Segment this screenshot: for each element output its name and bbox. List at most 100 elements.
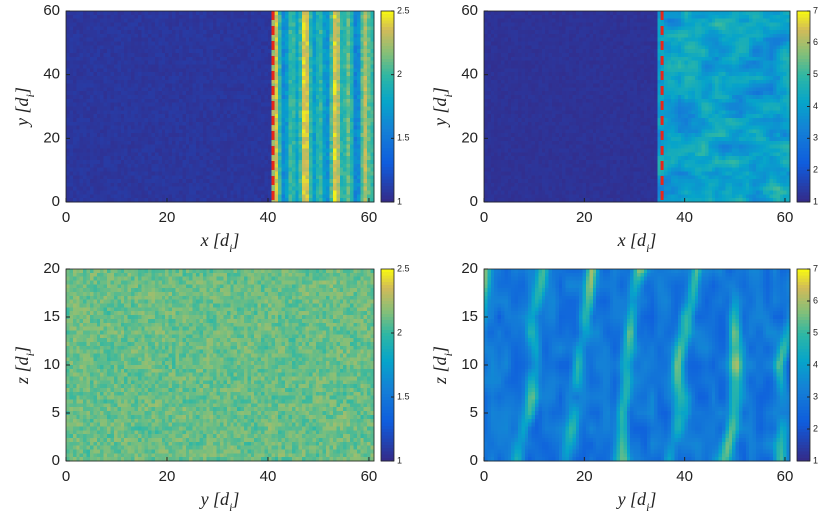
field-cell xyxy=(504,49,509,54)
field-cell xyxy=(117,68,122,73)
field-cell xyxy=(66,182,71,188)
field-cell xyxy=(165,75,170,81)
field-cell xyxy=(360,182,365,188)
field-cell xyxy=(154,175,159,180)
field-cell xyxy=(206,156,211,161)
field-cell xyxy=(120,190,125,195)
field-cell xyxy=(113,133,118,138)
field-cell xyxy=(291,182,296,188)
field-cell xyxy=(202,106,207,111)
field-cell xyxy=(206,53,211,58)
field-cell xyxy=(83,102,88,108)
field-cell xyxy=(353,30,358,35)
field-cell xyxy=(206,91,211,96)
field-cell xyxy=(267,14,272,20)
field-cell xyxy=(206,83,211,88)
field-cell xyxy=(288,148,293,153)
field-cell xyxy=(141,30,146,35)
field-cell xyxy=(274,87,279,92)
field-cell xyxy=(69,49,74,54)
field-cell xyxy=(107,18,112,24)
field-cell xyxy=(182,129,187,134)
field-cell xyxy=(326,106,331,111)
field-cell xyxy=(240,159,245,165)
field-cell xyxy=(120,121,125,127)
colorbar-cell xyxy=(381,87,394,92)
field-cell xyxy=(288,175,293,180)
field-cell xyxy=(110,41,115,46)
field-cell xyxy=(305,14,310,20)
field-cell xyxy=(490,22,495,27)
field-cell xyxy=(93,75,98,81)
field-cell xyxy=(346,152,351,157)
field-cell xyxy=(148,198,153,203)
field-cell xyxy=(100,75,105,81)
field-cell xyxy=(192,171,197,176)
field-cell xyxy=(100,26,105,31)
field-cell xyxy=(312,18,317,24)
field-cell xyxy=(220,179,225,184)
field-cell xyxy=(107,129,112,134)
field-cell xyxy=(141,179,146,184)
field-cell xyxy=(161,186,166,192)
field-cell xyxy=(339,30,344,35)
field-cell xyxy=(487,56,492,62)
field-cell xyxy=(165,194,170,199)
field-cell xyxy=(353,125,358,131)
field-cell xyxy=(295,11,300,16)
field-cell xyxy=(93,22,98,27)
field-cell xyxy=(137,60,142,66)
field-cell xyxy=(243,148,248,153)
field-cell xyxy=(298,91,303,96)
field-cell xyxy=(192,175,197,180)
field-cell xyxy=(161,129,166,134)
field-cell xyxy=(504,64,509,69)
field-cell xyxy=(192,148,197,153)
field-cell xyxy=(346,102,351,108)
field-cell xyxy=(250,106,255,111)
field-cell xyxy=(305,26,310,31)
field-cell xyxy=(308,129,313,134)
field-cell xyxy=(154,137,159,142)
field-cell xyxy=(343,98,348,104)
field-cell xyxy=(243,117,248,123)
field-cell xyxy=(165,68,170,73)
field-cell xyxy=(353,156,358,161)
field-cell xyxy=(308,102,313,108)
field-cell xyxy=(144,56,149,62)
field-cell xyxy=(291,22,296,27)
field-cell xyxy=(346,156,351,161)
field-cell xyxy=(137,148,142,153)
field-cell xyxy=(247,102,252,108)
field-cell xyxy=(83,30,88,35)
field-cell xyxy=(209,98,214,104)
field-cell xyxy=(220,30,225,35)
field-cell xyxy=(240,91,245,96)
field-cell xyxy=(312,137,317,142)
field-cell xyxy=(141,79,146,85)
field-cell xyxy=(339,53,344,58)
field-cell xyxy=(339,117,344,123)
field-cell xyxy=(66,129,71,134)
field-cell xyxy=(254,56,259,62)
field-cell xyxy=(233,171,238,176)
field-cell xyxy=(226,198,231,203)
field-cell xyxy=(86,87,91,92)
field-cell xyxy=(154,125,159,131)
field-cell xyxy=(158,98,163,104)
field-cell xyxy=(213,95,218,100)
field-cell xyxy=(360,49,365,54)
field-cell xyxy=(329,37,334,43)
field-cell xyxy=(230,152,235,157)
field-cell xyxy=(117,56,122,62)
field-cell xyxy=(329,60,334,66)
field-cell xyxy=(501,117,505,123)
field-cell xyxy=(213,98,218,104)
field-cell xyxy=(271,125,276,131)
field-cell xyxy=(103,156,108,161)
field-cell xyxy=(213,72,218,77)
field-cell xyxy=(137,121,142,127)
field-cell xyxy=(274,41,279,46)
field-cell xyxy=(497,49,502,54)
field-cell xyxy=(83,114,88,119)
